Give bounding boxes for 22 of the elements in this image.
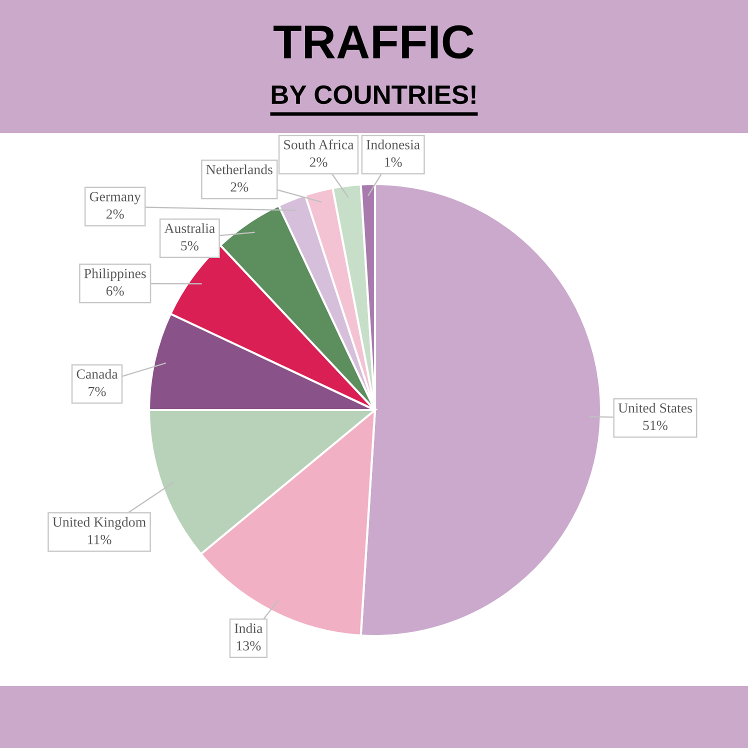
slice-label: India <box>234 623 263 634</box>
slice-label: South Africa <box>284 139 354 150</box>
slice-label: Canada <box>76 369 118 379</box>
chart-title: TRAFFIC <box>274 25 474 59</box>
slice-label: United Kingdom <box>52 517 146 530</box>
data-label: 2% <box>230 182 248 192</box>
data-label: 1% <box>385 157 402 167</box>
slice-label: Germany <box>90 192 141 204</box>
chart-subtitle: BY COUNTRIES! <box>272 85 476 104</box>
slice-label: Indonesia <box>366 140 420 150</box>
data-label: 6% <box>106 286 124 296</box>
data-label: 7% <box>88 386 106 396</box>
data-label: 13% <box>236 641 261 650</box>
slice-label: Australia <box>164 223 215 234</box>
data-label: 51% <box>643 420 668 430</box>
slice-label: Philippines <box>84 268 146 282</box>
slice-label: Netherlands <box>206 164 272 174</box>
slice-label: United States <box>618 402 692 413</box>
data-label: 5% <box>181 241 198 250</box>
data-label: 2% <box>310 157 328 167</box>
data-label: 2% <box>106 209 124 219</box>
data-label: 11% <box>88 534 112 544</box>
